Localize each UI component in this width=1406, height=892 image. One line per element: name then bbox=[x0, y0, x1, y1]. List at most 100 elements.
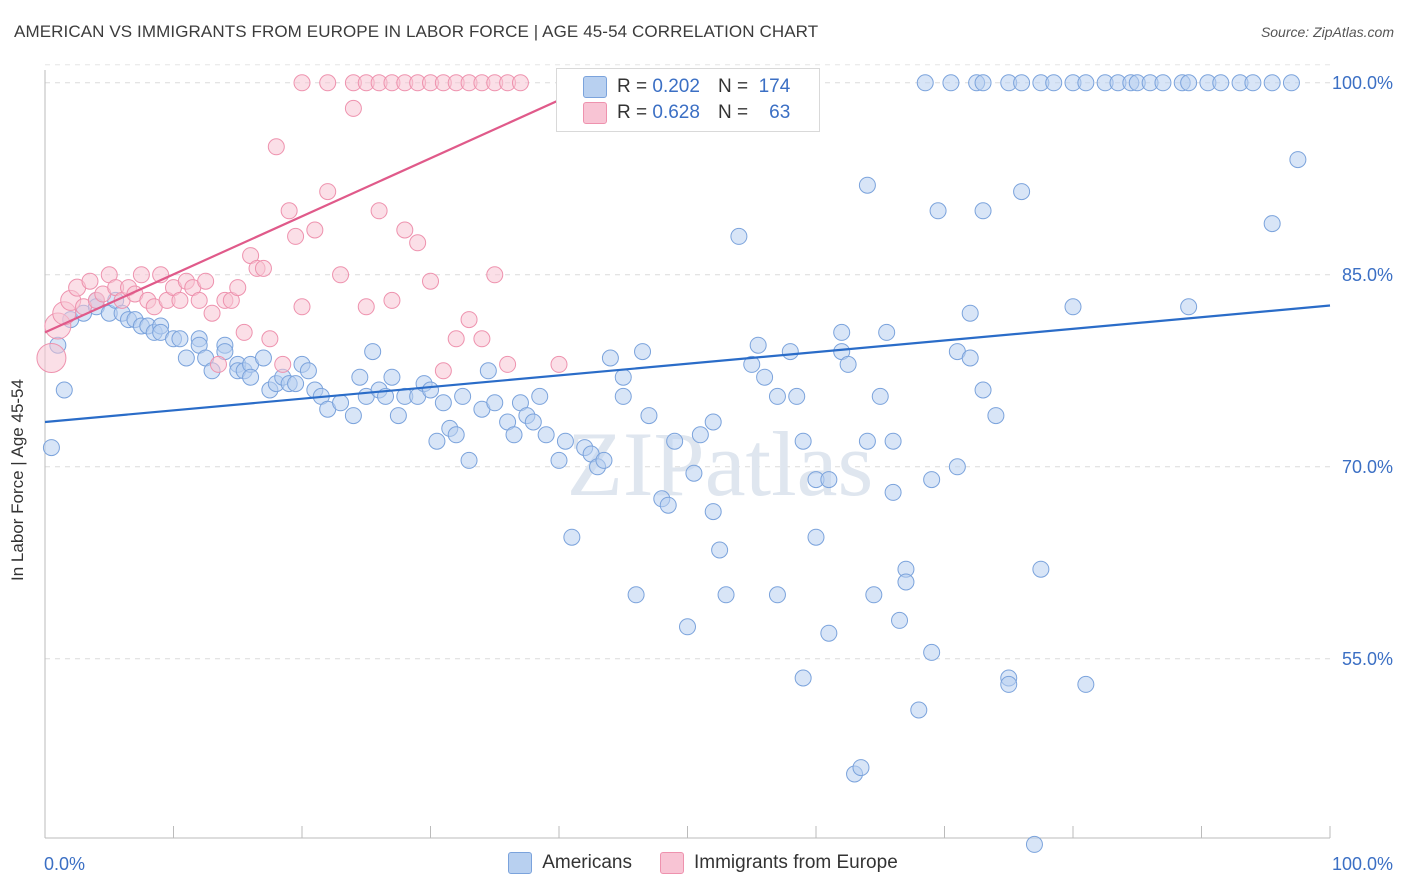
legend-item-americans: Americans bbox=[508, 852, 632, 874]
point-americans bbox=[730, 227, 748, 245]
point-immigrants bbox=[357, 298, 375, 316]
point-americans bbox=[479, 362, 497, 380]
point-americans bbox=[923, 471, 941, 489]
legend-r-value: 0.202 bbox=[652, 76, 700, 97]
point-americans bbox=[987, 407, 1005, 425]
point-immigrants bbox=[396, 221, 414, 239]
point-americans bbox=[897, 573, 915, 591]
point-immigrants bbox=[332, 266, 350, 284]
point-americans bbox=[974, 74, 992, 92]
point-immigrants bbox=[383, 291, 401, 309]
point-immigrants bbox=[499, 355, 517, 373]
point-americans bbox=[1025, 835, 1043, 853]
point-immigrants bbox=[287, 227, 305, 245]
point-americans bbox=[865, 586, 883, 604]
legend-item-immigrants: Immigrants from Europe bbox=[659, 852, 898, 874]
point-americans bbox=[364, 343, 382, 361]
point-americans bbox=[428, 432, 446, 450]
point-immigrants bbox=[267, 138, 285, 156]
x-tick-label: 0.0% bbox=[44, 854, 85, 874]
chart-source: Source: ZipAtlas.com bbox=[1260, 24, 1394, 40]
point-americans bbox=[383, 368, 401, 386]
legend-label-immigrants: Immigrants from Europe bbox=[693, 852, 898, 873]
point-americans bbox=[974, 381, 992, 399]
point-americans bbox=[556, 432, 574, 450]
point-americans bbox=[1180, 74, 1198, 92]
point-americans bbox=[768, 387, 786, 405]
point-immigrants bbox=[203, 304, 221, 322]
point-americans bbox=[852, 759, 870, 777]
point-americans bbox=[704, 503, 722, 521]
point-americans bbox=[884, 483, 902, 501]
legend-label-americans: Americans bbox=[542, 852, 632, 873]
point-americans bbox=[1077, 675, 1095, 693]
point-americans bbox=[614, 387, 632, 405]
legend-r-label: R = bbox=[617, 102, 648, 123]
point-americans bbox=[332, 394, 350, 412]
point-immigrants bbox=[473, 330, 491, 348]
point-americans bbox=[961, 349, 979, 367]
point-immigrants bbox=[511, 74, 529, 92]
point-americans bbox=[171, 330, 189, 348]
trend-line-immigrants bbox=[44, 81, 599, 334]
point-americans bbox=[1045, 74, 1063, 92]
point-americans bbox=[839, 355, 857, 373]
point-americans bbox=[1064, 298, 1082, 316]
point-americans bbox=[537, 426, 555, 444]
point-americans bbox=[820, 624, 838, 642]
point-americans bbox=[858, 176, 876, 194]
point-americans bbox=[768, 586, 786, 604]
point-americans bbox=[910, 701, 928, 719]
point-immigrants bbox=[293, 298, 311, 316]
legend-r-value: 0.628 bbox=[652, 102, 700, 123]
point-immigrants bbox=[261, 330, 279, 348]
y-tick-label: 100.0% bbox=[1332, 73, 1393, 93]
point-immigrants bbox=[229, 279, 247, 297]
legend-swatch-americans bbox=[508, 852, 533, 874]
point-immigrants bbox=[81, 272, 99, 290]
tick-labels: 55.0% 70.0% 85.0% 100.0% 0.0% 100.0% bbox=[44, 73, 1393, 874]
watermark: ZIPatlas bbox=[567, 413, 874, 515]
point-americans bbox=[563, 528, 581, 546]
point-immigrants bbox=[319, 74, 337, 92]
legend-n-label: N = bbox=[717, 76, 749, 97]
point-americans bbox=[974, 202, 992, 220]
trend-lines bbox=[44, 81, 1331, 424]
point-americans bbox=[743, 355, 761, 373]
chart-title: AMERICAN VS IMMIGRANTS FROM EUROPE IN LA… bbox=[14, 22, 819, 41]
point-americans bbox=[454, 387, 472, 405]
point-americans bbox=[942, 74, 960, 92]
point-americans bbox=[794, 669, 812, 687]
point-americans bbox=[287, 375, 305, 393]
trend-line-americans bbox=[44, 304, 1331, 424]
point-americans bbox=[389, 407, 407, 425]
point-immigrants bbox=[190, 291, 208, 309]
point-americans bbox=[871, 387, 889, 405]
point-immigrants bbox=[422, 272, 439, 290]
point-americans bbox=[640, 407, 658, 425]
point-immigrants bbox=[280, 202, 298, 220]
point-americans bbox=[550, 451, 568, 469]
legend-swatch-immigrants bbox=[583, 102, 607, 124]
point-americans bbox=[1180, 298, 1198, 316]
point-immigrants bbox=[344, 99, 362, 117]
point-immigrants bbox=[274, 355, 292, 373]
point-americans bbox=[55, 381, 73, 399]
point-americans bbox=[916, 74, 934, 92]
point-americans bbox=[788, 387, 806, 405]
point-immigrants bbox=[171, 291, 189, 309]
point-americans bbox=[1077, 74, 1095, 92]
point-americans bbox=[794, 432, 812, 450]
legend-r-label: R = bbox=[617, 76, 648, 97]
data-points bbox=[36, 74, 1307, 853]
legend-row-americans: R = 0.202 N = 174 bbox=[583, 75, 790, 99]
point-americans bbox=[929, 202, 947, 220]
point-immigrants bbox=[306, 221, 324, 239]
point-americans bbox=[1013, 183, 1031, 201]
point-americans bbox=[1263, 215, 1281, 233]
point-americans bbox=[858, 432, 876, 450]
point-immigrants bbox=[36, 343, 67, 373]
point-immigrants bbox=[409, 234, 427, 252]
point-immigrants bbox=[319, 183, 337, 201]
